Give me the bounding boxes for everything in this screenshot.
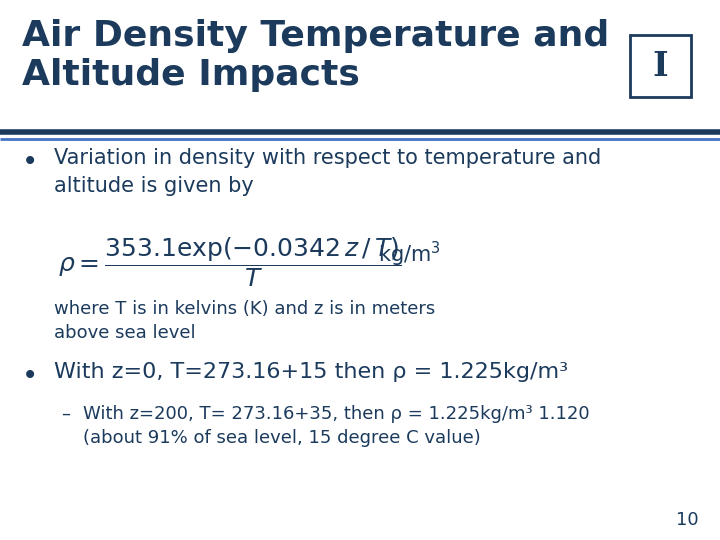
Text: where T is in kelvins (K) and z is in meters
above sea level: where T is in kelvins (K) and z is in me… <box>54 300 436 342</box>
Text: Variation in density with respect to temperature and
altitude is given by: Variation in density with respect to tem… <box>54 148 601 195</box>
Text: $\rho = \dfrac{353.1\exp(-0.0342\, z\,/\,T)}{T}$: $\rho = \dfrac{353.1\exp(-0.0342\, z\,/\… <box>58 235 401 289</box>
Text: 10: 10 <box>676 511 698 529</box>
Text: kg/m$^3$: kg/m$^3$ <box>378 240 441 269</box>
Text: •: • <box>22 362 38 390</box>
Text: With z=0, T=273.16+15 then ρ = 1.225kg/m³: With z=0, T=273.16+15 then ρ = 1.225kg/m… <box>54 362 568 382</box>
Text: •: • <box>22 148 38 177</box>
Text: With z=200, T= 273.16+35, then ρ = 1.225kg/m³ 1.120
(about 91% of sea level, 15 : With z=200, T= 273.16+35, then ρ = 1.225… <box>83 405 590 447</box>
Text: Air Density Temperature and
Altitude Impacts: Air Density Temperature and Altitude Imp… <box>22 19 609 92</box>
FancyBboxPatch shape <box>630 35 691 97</box>
Text: –: – <box>61 405 71 423</box>
Text: I: I <box>653 50 668 83</box>
